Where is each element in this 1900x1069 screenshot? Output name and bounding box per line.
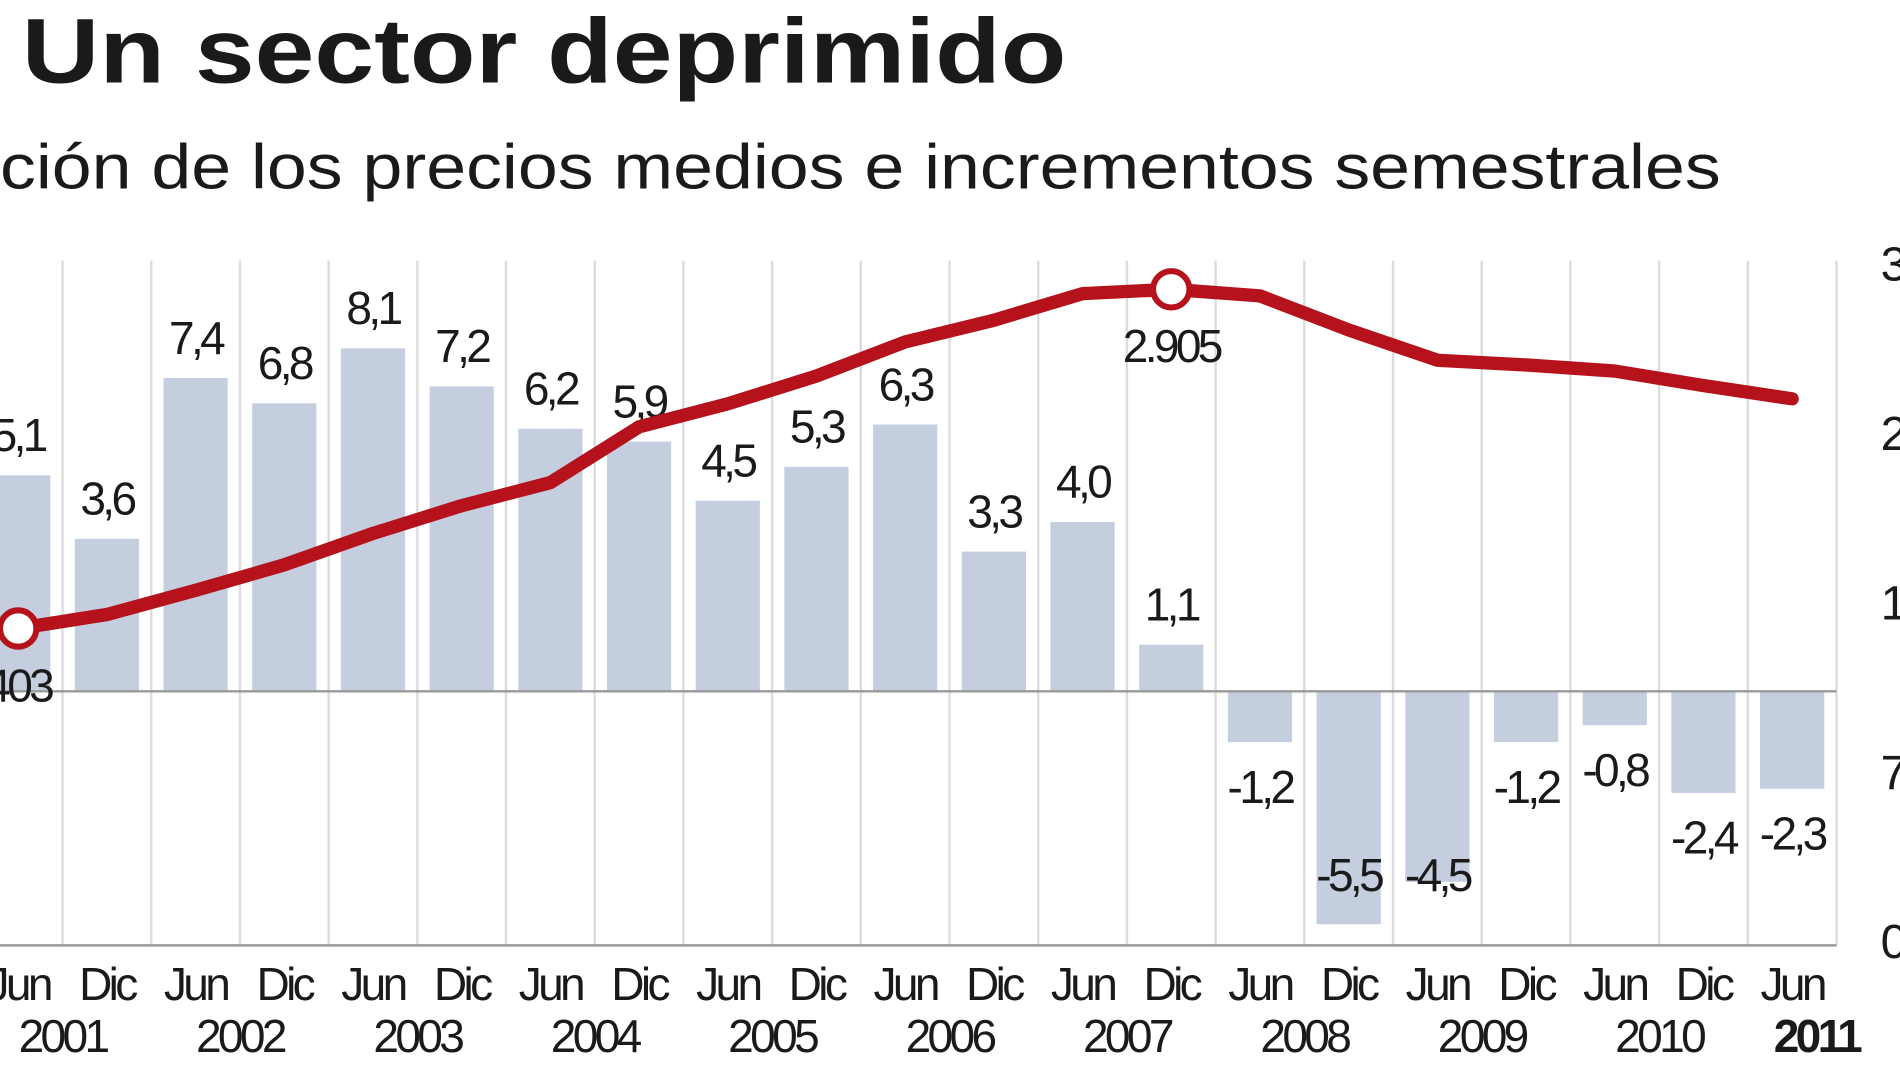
- bar: [695, 500, 760, 692]
- year-label: 2006: [906, 1010, 996, 1062]
- line-marker: [0, 607, 40, 650]
- year-label: 2003: [373, 1010, 463, 1062]
- line-label: 403: [0, 659, 53, 711]
- bar: [1227, 691, 1293, 743]
- x-tick-label: Dic: [434, 958, 492, 1010]
- year-label: 2010: [1615, 1010, 1705, 1062]
- year-label: 2007: [1083, 1010, 1173, 1062]
- value-label: 8,1: [346, 282, 401, 334]
- x-tick-label: Jun: [1583, 958, 1647, 1010]
- y2-tick-label: 2: [1881, 407, 1900, 461]
- bar: [1139, 644, 1204, 692]
- value-label: -1,2: [1494, 761, 1561, 813]
- value-label: 6,2: [524, 363, 579, 415]
- bar: [873, 424, 938, 692]
- x-tick-label: Dic: [789, 958, 847, 1010]
- x-tick-label: Dic: [256, 958, 314, 1010]
- year-label: 2004: [551, 1010, 642, 1062]
- x-tick-label: Jun: [164, 958, 228, 1010]
- value-label: -2,3: [1760, 807, 1827, 859]
- x-tick-label: Jun: [1406, 958, 1470, 1010]
- value-label: 4,5: [701, 435, 756, 487]
- y2-tick-label: 7: [1881, 746, 1900, 800]
- year-label: 2009: [1438, 1010, 1528, 1062]
- y2-tick-label: 0: [1881, 915, 1900, 969]
- price-line: [11, 282, 1799, 636]
- bar: [606, 441, 672, 692]
- value-label: 6,8: [258, 337, 313, 389]
- value-label: -0,8: [1582, 744, 1649, 796]
- bar: [429, 386, 494, 692]
- chart-subtitle: ción de los precios medios e incrementos…: [0, 133, 1721, 203]
- x-tick-label: Jun: [1228, 958, 1292, 1010]
- bar: [163, 377, 228, 692]
- x-tick-label: Dic: [1498, 958, 1556, 1010]
- x-tick-label: Jun: [341, 958, 405, 1010]
- value-label: -2,4: [1671, 812, 1739, 864]
- chart-title: Un sector deprimido: [22, 0, 1067, 103]
- value-label: 1,1: [1145, 579, 1200, 631]
- x-tick-label: Dic: [611, 958, 669, 1010]
- bar: [784, 466, 849, 692]
- x-tick-label: Dic: [966, 958, 1024, 1010]
- bar: [1405, 691, 1470, 882]
- year-label: 2011: [1774, 1010, 1862, 1062]
- y2-tick-label: 1: [1881, 576, 1900, 630]
- value-label: 7,4: [169, 312, 225, 364]
- x-tick-label: Jun: [1051, 958, 1115, 1010]
- bar: [252, 403, 317, 692]
- line-label: 2.905: [1123, 320, 1222, 372]
- value-label: 3,3: [967, 485, 1022, 537]
- x-tick-label: Jun: [519, 958, 583, 1010]
- value-label: -5,5: [1316, 849, 1383, 901]
- bar: [1493, 691, 1559, 743]
- x-tick-label: Dic: [1321, 958, 1379, 1010]
- x-tick-label: Dic: [1676, 958, 1734, 1010]
- value-label: -4,5: [1405, 849, 1472, 901]
- value-label: 6,3: [879, 358, 934, 410]
- bar: [1671, 691, 1736, 793]
- x-tick-label: Dic: [79, 958, 137, 1010]
- bar: [961, 551, 1026, 692]
- bar: [1316, 691, 1381, 925]
- year-label: 2008: [1260, 1010, 1350, 1062]
- bar: [1050, 521, 1115, 692]
- value-label: 5,3: [790, 401, 845, 453]
- bar: [0, 475, 51, 692]
- line-marker: [1150, 268, 1193, 311]
- y2-tick-label: 3: [1881, 238, 1900, 292]
- x-tick-label: Jun: [873, 958, 937, 1010]
- x-tick-label: Dic: [1143, 958, 1201, 1010]
- x-tick-label: Jun: [0, 958, 51, 1010]
- year-label: 2002: [196, 1010, 286, 1062]
- year-label: 2001: [19, 1010, 109, 1062]
- value-label: 5,1: [0, 409, 47, 461]
- x-tick-label: Jun: [696, 958, 760, 1010]
- x-tick-label: Jun: [1760, 958, 1824, 1010]
- bar: [1760, 691, 1825, 789]
- value-label: 3,6: [80, 473, 135, 525]
- value-label: 7,2: [435, 320, 490, 372]
- bar: [1582, 691, 1647, 726]
- value-label: -1,2: [1228, 761, 1295, 813]
- value-label: 4,0: [1056, 456, 1111, 508]
- year-label: 2005: [728, 1010, 818, 1062]
